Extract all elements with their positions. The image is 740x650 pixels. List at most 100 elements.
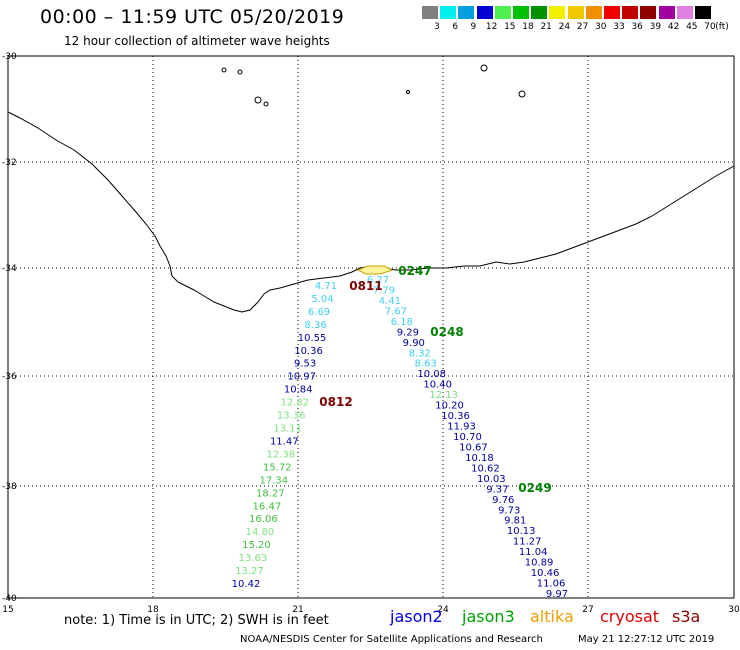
swh-value: 10.18 xyxy=(465,453,494,464)
africa-coastline xyxy=(7,111,735,313)
swh-value: 10.84 xyxy=(284,385,313,396)
island xyxy=(237,69,243,75)
swh-value: 13.63 xyxy=(239,553,268,564)
island xyxy=(480,64,488,72)
map-subtitle: 12 hour collection of altimeter wave hei… xyxy=(64,34,330,48)
swh-value: 15.20 xyxy=(242,540,271,551)
legend-swatch xyxy=(676,6,693,19)
swh-value: 7.79 xyxy=(373,285,395,296)
legend-label: 39 xyxy=(649,22,662,32)
legend-swatch xyxy=(604,6,620,19)
satellite-jason3: jason3 xyxy=(462,607,515,626)
axis-labels: 15 18 21 24 27 30 -30 -32 -34 -36 -38 -40 xyxy=(2,52,740,615)
swh-value: 9.29 xyxy=(397,327,419,338)
swh-value: 5.04 xyxy=(311,294,333,305)
legend-swatch xyxy=(549,6,566,19)
swh-value: 7.67 xyxy=(385,306,407,317)
lon-tick-label: 15 xyxy=(2,605,13,615)
pass-label: 0248 xyxy=(430,325,463,339)
legend-label: 42 xyxy=(667,22,680,32)
swh-value: 10.97 xyxy=(287,372,316,383)
swh-value: 10.62 xyxy=(471,463,500,474)
legend-swatch xyxy=(476,6,493,19)
swh-value: 10.20 xyxy=(435,401,464,412)
swh-value: 9.81 xyxy=(504,516,526,527)
legend-swatch xyxy=(422,6,438,19)
swh-value: 10.36 xyxy=(441,411,470,422)
legend-label: 3 xyxy=(434,22,440,32)
legend-label: 6 xyxy=(452,22,459,32)
swh-value: 17.34 xyxy=(260,475,289,486)
legend-label: 70 xyxy=(704,22,716,32)
footer-note: note: 1) Time is in UTC; 2) SWH is in fe… xyxy=(64,613,329,628)
lat-tick-label: -34 xyxy=(2,264,17,274)
legend-label: 24 xyxy=(558,22,571,32)
swh-value: 10.40 xyxy=(423,380,452,391)
pass-label: 0811 xyxy=(349,279,382,293)
legend-swatch xyxy=(440,6,457,19)
swh-value: 11.06 xyxy=(537,579,566,590)
swh-value: 4.71 xyxy=(315,281,337,292)
satellite-cryosat: cryosat xyxy=(600,607,660,626)
lat-tick-label: -38 xyxy=(2,482,17,492)
swh-value: 10.08 xyxy=(417,369,446,380)
lon-tick-label: 21 xyxy=(292,605,303,615)
swh-value: 11.04 xyxy=(519,547,548,558)
swh-value: 11.27 xyxy=(513,537,542,548)
graticule xyxy=(8,56,734,598)
legend-label: 18 xyxy=(522,22,534,32)
pass-label: 0249 xyxy=(518,481,551,495)
swh-value: 10.03 xyxy=(477,474,506,485)
legend-label: 30 xyxy=(595,22,607,32)
coastline xyxy=(7,64,735,313)
swh-value: 10.67 xyxy=(459,442,488,453)
island xyxy=(518,90,526,98)
swh-value: 13.36 xyxy=(277,411,306,422)
swh-value: 10.36 xyxy=(294,346,323,357)
swh-value: 9.90 xyxy=(403,338,425,349)
swh-value: 8.63 xyxy=(415,359,437,370)
map-frame xyxy=(7,55,735,599)
swh-value: 6.69 xyxy=(308,307,330,318)
legend-swatch xyxy=(640,6,657,19)
swh-value: 11.93 xyxy=(447,422,476,433)
lon-tick-label: 18 xyxy=(147,605,159,615)
swh-value: 6.27 xyxy=(367,275,389,286)
island xyxy=(406,90,410,94)
swh-value: 16.47 xyxy=(253,501,282,512)
swh-value: 8.36 xyxy=(304,320,326,331)
satellite-s3a: s3a xyxy=(672,607,701,626)
swh-value: 10.42 xyxy=(232,579,261,590)
swh-value: 13.11 xyxy=(273,424,302,435)
legend-label: 36 xyxy=(631,22,643,32)
legend-swatch xyxy=(458,6,475,19)
legend-label: 45 xyxy=(686,22,698,32)
satellite-altika: altika xyxy=(530,607,574,626)
swh-value: 10.13 xyxy=(507,526,536,537)
lat-tick-label: -40 xyxy=(2,594,17,604)
swh-value: 18.27 xyxy=(256,488,285,499)
swh-value: 9.53 xyxy=(294,359,316,370)
legend-swatch xyxy=(585,6,602,19)
legend-label: 21 xyxy=(540,22,552,32)
swh-value: 14.80 xyxy=(246,527,275,538)
pass-label: 0247 xyxy=(398,264,431,278)
legend-label: 9 xyxy=(470,22,477,32)
legend-swatch xyxy=(531,6,548,19)
altimeter-tracks: 4.71 5.04 6.69 8.36 10.55 10.36 9.53 10.97 10.84… xyxy=(232,264,568,600)
swh-value: 9.76 xyxy=(492,495,514,506)
legend-label: 12 xyxy=(485,22,498,32)
pass-label: 0812 xyxy=(319,395,352,409)
legend-swatch xyxy=(513,6,529,19)
swh-value: 11.47 xyxy=(270,436,299,447)
swh-value: 8.32 xyxy=(409,348,431,359)
island xyxy=(263,101,269,107)
map-title: 00:00 – 11:59 UTC 05/20/2019 xyxy=(40,6,345,28)
swh-value: 15.72 xyxy=(263,462,292,473)
legend-swatch xyxy=(494,6,511,19)
legend-swatch xyxy=(695,6,711,19)
legend-swatch xyxy=(622,6,639,19)
lat-tick-label: -32 xyxy=(2,158,17,168)
